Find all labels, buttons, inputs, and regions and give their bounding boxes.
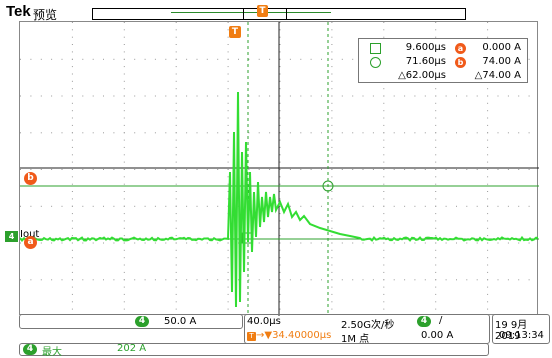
measurement-channel-badge: 4 [23,344,37,355]
tek-logo: Tek [6,3,31,20]
circle-cursor-icon [370,57,381,68]
cursor-row-1: 9.600μs a 0.000 A [359,42,527,55]
vertical-scale: 50.0 A [164,316,196,327]
cursor-a-badge-icon: a [455,43,466,54]
cursor-row-2: 71.60μs b 74.00 A [359,56,527,69]
cursor-1-time: 9.600μs [399,42,446,53]
channel-4-ground-marker[interactable]: 4 [5,231,18,242]
horizontal-scale: 40.0μs [247,316,281,327]
trigger-offset-icon: T [247,332,256,341]
sample-rate: 2.50G次/秒 [341,316,394,331]
measurement-box[interactable]: 4 最大 202 A [19,343,489,356]
trigger-top-icon: T [257,5,268,17]
horizontal-trigger-box[interactable]: 40.0μs T →▼34.40000μs 2.50G次/秒 1M 点 4 / 0… [244,314,490,344]
channel-4-badge: 4 [135,316,149,327]
cursor-2-time: 71.60μs [399,56,446,67]
time: 09:13:34 [499,330,544,341]
cursor-b-badge-icon: b [455,57,466,68]
cursor-delta-value: △74.00 A [469,70,521,81]
date-time-box: 19 9月 2019 09:13:34 [492,314,550,344]
cursor-a-marker: a [24,236,37,249]
record-view-bar[interactable] [92,8,466,20]
trigger-level: 0.00 A [421,330,453,341]
cursor-2-value: 74.00 A [469,56,521,67]
cursor-1-value: 0.000 A [469,42,521,53]
channel-scale-box[interactable]: 4 50.0 A [19,314,243,329]
trigger-channel-badge: 4 [417,316,431,327]
trigger-offset: →▼34.40000μs [256,330,331,341]
trigger-slope-icon: / [439,315,442,326]
measurement-value: 202 A [117,343,146,354]
cursor-delta-time: △62.00μs [387,70,446,81]
trigger-position-icon[interactable]: T [229,26,241,38]
cursor-readout: 9.600μs a 0.000 A 71.60μs b 74.00 A △62.… [358,38,528,83]
cursor-b-marker: b [24,172,37,185]
square-cursor-icon [370,43,381,54]
trigger-offset-row: T →▼34.40000μs [247,330,331,341]
cursor-row-delta: △62.00μs △74.00 A [359,70,527,83]
